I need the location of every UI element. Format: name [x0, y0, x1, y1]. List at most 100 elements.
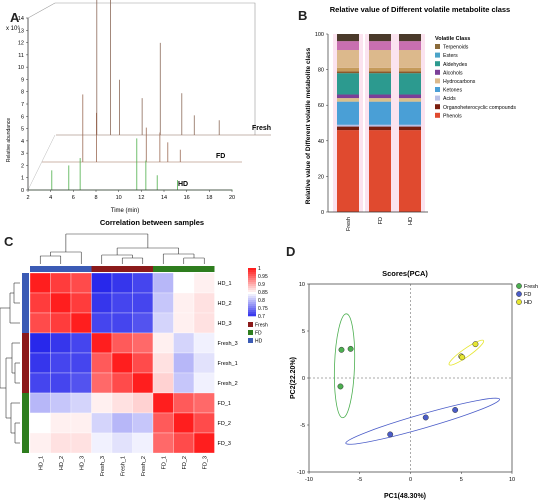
c-colorbar-step [248, 304, 256, 307]
c-heat-cell [70, 372, 92, 394]
c-row-label: HD_1 [218, 281, 232, 287]
c-col-label: HD_2 [59, 456, 65, 470]
d-y-tick-label: 10 [299, 282, 305, 288]
c-colorbar-step [248, 310, 256, 313]
d-ylabel: PC2(22.20%) [290, 357, 297, 399]
d-legend-marker [516, 291, 522, 297]
c-row-group-bar [22, 353, 29, 373]
d-point-fresh [338, 346, 345, 353]
b-legend-label: Esters [443, 53, 458, 59]
c-group-legend-swatch [248, 330, 253, 335]
c-heat-cell [152, 432, 174, 454]
c-heat-cell [152, 352, 174, 374]
b-bar-segment [399, 71, 421, 74]
a-xlabel: Time (min) [111, 208, 139, 214]
b-bar-segment [337, 94, 359, 99]
c-heat-cell [173, 352, 195, 374]
b-bar-segment [399, 41, 421, 51]
c-heat-cell [111, 312, 133, 334]
a-x-tick-label: 4 [49, 195, 52, 201]
c-colorbar-step [248, 312, 256, 315]
b-x-tick-label: HD [408, 217, 414, 225]
d-point-fd [452, 407, 459, 413]
a-y-multiplier: x 10⁶ [6, 25, 20, 32]
d-point-hd [472, 341, 479, 348]
c-row-group-bar [22, 273, 29, 293]
c-heat-cell [29, 312, 51, 334]
a-trace-label-hd: HD [178, 181, 188, 188]
c-colorbar-tick-label: 1 [258, 266, 261, 272]
c-col-group-bar [173, 266, 194, 272]
c-colorbar-tick-label: 0.9 [258, 282, 265, 288]
b-bar-segment [337, 34, 359, 42]
c-col-group-bar [194, 266, 215, 272]
a-y-tick-label: 12 [18, 41, 24, 47]
b-bar-segment [369, 71, 391, 74]
c-row-label: HD_3 [218, 321, 232, 327]
d-ellipse-fresh [333, 313, 356, 419]
c-group-legend-swatch [248, 322, 253, 327]
b-legend-swatch [435, 44, 440, 49]
c-heat-cell [111, 272, 133, 294]
a-y-tick-label: 13 [18, 28, 24, 34]
b-bar-segment [337, 126, 359, 131]
c-heat-cell [132, 332, 154, 354]
c-row-group-bar [22, 393, 29, 413]
c-colorbar-step [248, 314, 256, 317]
c-colorbar-step [248, 272, 256, 275]
c-heat-cell [132, 372, 154, 394]
c-col-group-bar [132, 266, 153, 272]
c-heat-cell [193, 292, 215, 314]
c-colorbar-step [248, 282, 256, 285]
a-x-tick-label: 16 [184, 195, 190, 201]
c-heat-cell [193, 412, 215, 434]
c-heat-cell [50, 412, 72, 434]
b-bar-segment [369, 94, 391, 99]
a-y-tick-label: 7 [21, 102, 24, 108]
c-heat-cell [173, 392, 195, 414]
b-bar-segment [337, 73, 359, 95]
c-heat-cell [193, 312, 215, 334]
c-heat-cell [70, 272, 92, 294]
a-y-tick-label: 14 [18, 16, 24, 22]
c-colorbar-tick-label: 0.8 [258, 298, 265, 304]
c-colorbar-step [248, 294, 256, 297]
c-row-label: Fresh_2 [218, 381, 238, 387]
c-heat-cell [50, 352, 72, 374]
d-y-tick-label: 0 [302, 376, 305, 382]
c-heat-cell [50, 332, 72, 354]
c-heat-cell [91, 352, 113, 374]
c-col-group-bar [30, 266, 51, 272]
c-colorbar-step [248, 298, 256, 301]
c-heat-cell [193, 272, 215, 294]
c-heat-cell [152, 272, 174, 294]
b-bar-segment [337, 101, 359, 125]
d-x-tick-label: 0 [409, 477, 412, 483]
c-col-label: FD_1 [161, 456, 167, 469]
c-heat-cell [132, 352, 154, 374]
c-colorbar-step [248, 286, 256, 289]
c-colorbar-step [248, 296, 256, 299]
b-legend-swatch [435, 87, 440, 92]
c-heat-cell [111, 392, 133, 414]
c-heat-cell [50, 372, 72, 394]
c-colorbar-step [248, 274, 256, 277]
b-legend-label: Acids [443, 96, 456, 102]
b-legend-label: Alcohols [443, 70, 463, 76]
b-bar-segment [369, 124, 391, 127]
c-heat-cell [91, 332, 113, 354]
b-bar-segment [399, 67, 421, 72]
d-y-tick-label: -10 [297, 470, 305, 476]
c-col-group-bar [112, 266, 133, 272]
b-legend-swatch [435, 52, 440, 58]
b-legend-label: Organoheterocyclic compounds [443, 105, 516, 111]
d-x-tick-label: -10 [305, 477, 313, 483]
c-heat-cell [173, 432, 195, 454]
c-col-group-bar [50, 266, 71, 272]
a-x-tick-label: 14 [161, 195, 167, 201]
correlation-heatmap: Correlation between samples HD_1 HD_2 HD_3… [0, 218, 268, 476]
a-trace-fresh [56, 0, 271, 136]
c-heat-cell [91, 412, 113, 434]
b-bar-segment [399, 130, 421, 212]
